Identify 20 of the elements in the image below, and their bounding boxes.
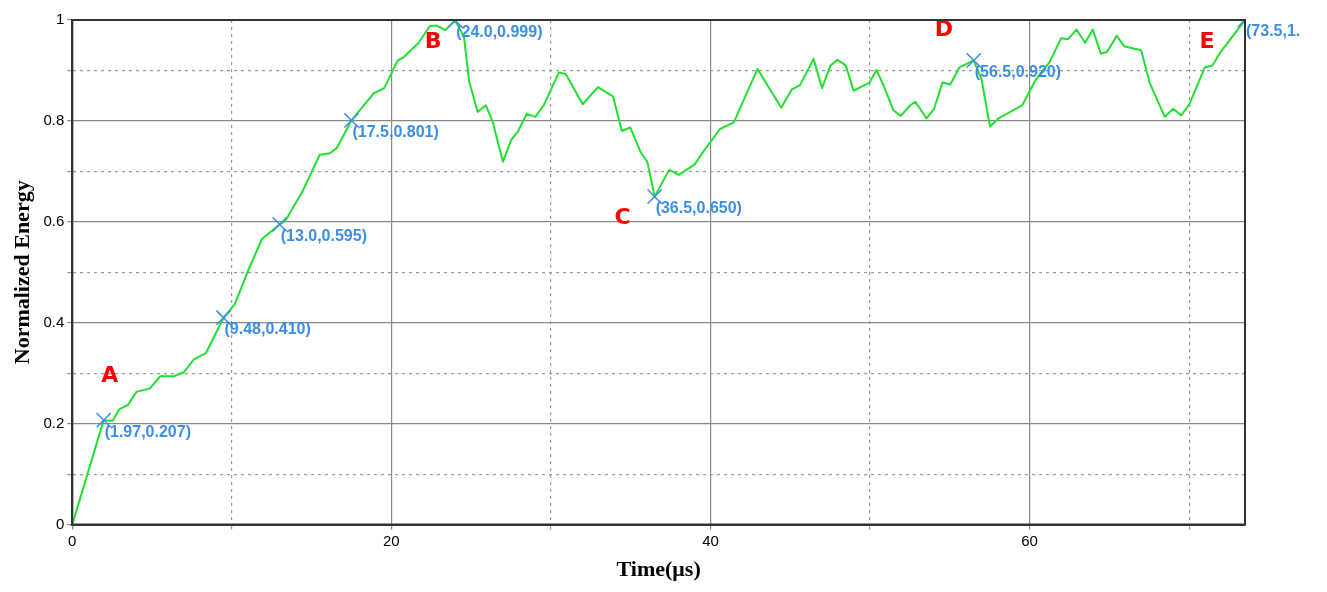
x-tick-label: 60 [1021, 531, 1038, 549]
x-tick-label: 20 [383, 531, 400, 549]
y-tick-label: 0.2 [43, 413, 65, 431]
annotation: E [1199, 27, 1215, 53]
y-tick-label: 0.6 [43, 211, 65, 229]
data-label: (1.97,0.207) [104, 422, 191, 440]
x-axis-title: Time(μs) [616, 556, 701, 582]
data-label: (13.0,0.595) [280, 226, 367, 244]
annotation: B [424, 28, 442, 54]
y-tick-label: 1 [55, 10, 65, 28]
annotation: C [614, 204, 631, 230]
y-tick-label: 0.4 [43, 312, 65, 330]
x-tick-label: 40 [702, 531, 719, 549]
y-tick-label: 0 [55, 514, 65, 532]
x-tick-label: 0 [68, 531, 77, 549]
data-label: (9.48,0.410) [224, 320, 311, 338]
y-tick-label: 0.8 [43, 111, 65, 129]
annotation: A [101, 361, 119, 387]
y-axis-title: Normalized Energy [8, 180, 34, 365]
data-label: (73.5,1. [1246, 22, 1301, 40]
